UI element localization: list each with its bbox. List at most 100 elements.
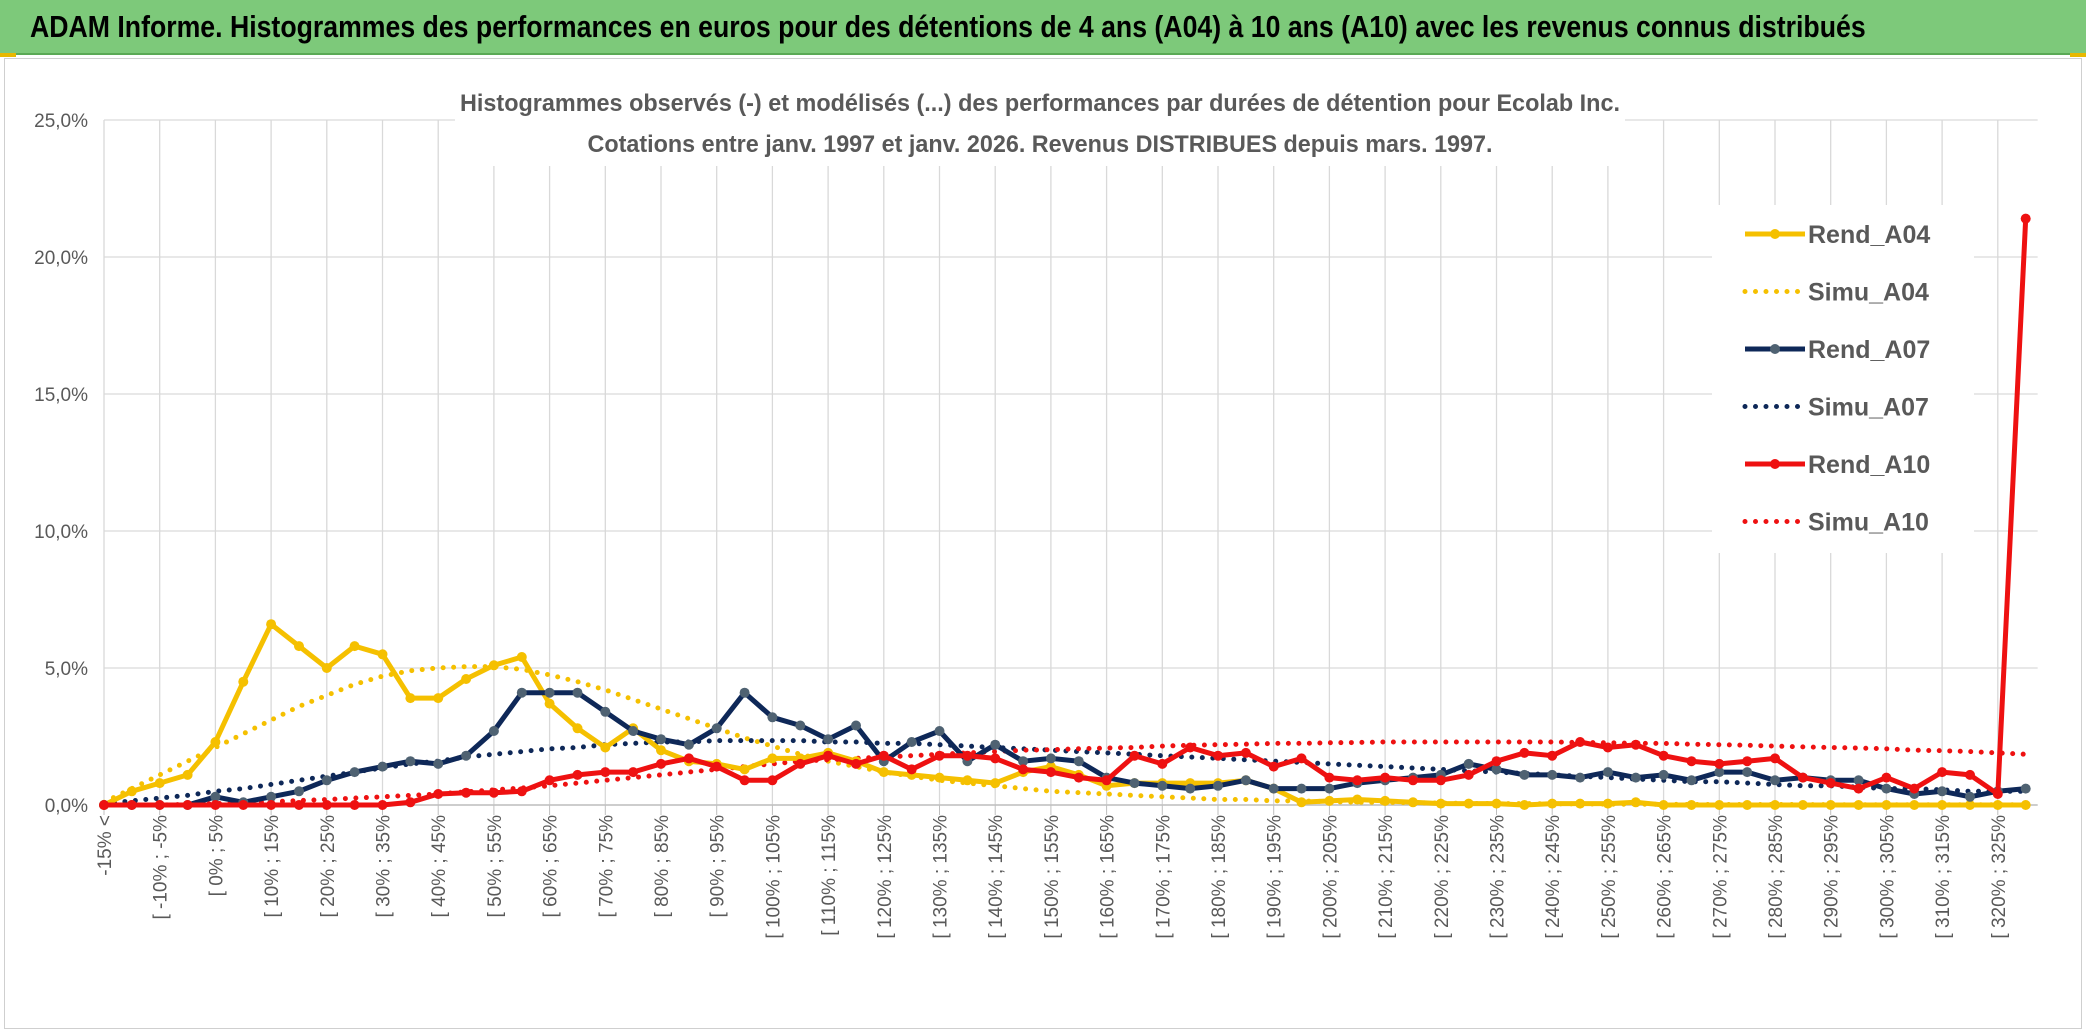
x-tick-label: [ 300% ; 305% [1877,815,1898,939]
marker-rend-a07 [1519,769,1530,780]
marker-rend-a10 [433,789,444,799]
marker-rend-a10 [1491,756,1502,767]
marker-rend-a07 [1018,756,1029,767]
y-tick-label: 25,0% [34,111,88,132]
marker-rend-a10 [1992,789,2003,799]
legend-label-simu-a04: Simu_A04 [1808,279,1929,307]
marker-rend-a04 [1937,800,1948,810]
marker-rend-a10 [182,800,193,810]
marker-rend-a07 [767,712,778,723]
x-tick-label: [ 120% ; 125% [875,815,896,939]
marker-rend-a04 [488,660,499,671]
marker-rend-a07 [266,791,277,802]
marker-rend-a04 [1825,800,1836,810]
marker-rend-a04 [1853,800,1864,810]
marker-rend-a10 [294,800,304,810]
marker-rend-a04 [1770,800,1780,810]
marker-rend-a04 [405,693,416,704]
marker-rend-a04 [1881,800,1892,810]
marker-rend-a10 [1630,739,1641,750]
legend-marker-rend-a04 [1770,229,1780,239]
marker-rend-a07 [1240,775,1251,786]
legend-label-rend-a10: Rend_A10 [1808,451,1930,479]
x-tick-label: [ 280% ; 285% [1766,815,1787,939]
marker-rend-a10 [1547,750,1558,761]
marker-rend-a10 [572,769,583,780]
marker-rend-a07 [1463,758,1474,769]
y-axis: 0,0% 5,0% 10,0% 15,0% 20,0% 25,0% [34,111,88,817]
x-tick-label: [ 20% ; 25% [318,815,339,918]
marker-rend-a10 [1463,769,1474,780]
marker-rend-a07 [934,726,945,736]
legend-label-rend-a04: Rend_A04 [1808,221,1930,249]
marker-rend-a07 [405,756,416,767]
marker-rend-a10 [683,753,694,764]
marker-rend-a10 [1324,772,1335,783]
x-axis: -15% < [ -10% ; -5% [ 0% ; 5% [ 10% ; 15% [ … [95,804,2038,939]
marker-rend-a07 [600,706,611,717]
marker-rend-a10 [1742,756,1753,767]
x-tick-label: [ 180% ; 185% [1209,815,1230,939]
marker-rend-a07 [851,720,861,731]
x-tick-label: [ 110% ; 115% [819,815,840,936]
marker-rend-a10 [1101,775,1112,786]
y-tick-label: 0,0% [45,796,88,817]
series-rend-a04 [102,621,2026,808]
legend-label-rend-a07: Rend_A07 [1808,336,1930,364]
marker-rend-a04 [1714,800,1725,810]
marker-rend-a10 [600,767,611,778]
x-tick-label: [ -10% ; -5% [151,815,172,920]
marker-rend-a04 [210,737,221,747]
marker-rend-a10 [154,800,165,810]
marker-rend-a04 [1491,798,1502,809]
marker-rend-a07 [516,687,527,698]
marker-rend-a07 [683,739,694,750]
legend-label-simu-a07: Simu_A07 [1808,394,1929,422]
y-tick-label: 20,0% [34,248,88,269]
marker-rend-a10 [1714,758,1725,769]
y-tick-label: 10,0% [34,522,88,543]
marker-rend-a10 [739,775,750,786]
marker-rend-a04 [1965,800,1975,810]
marker-rend-a04 [1519,800,1530,810]
marker-rend-a10 [1686,756,1697,767]
x-tick-label: [ 310% ; 315% [1933,815,1954,939]
marker-rend-a07 [1714,767,1725,778]
title-background [455,80,1625,166]
marker-rend-a04 [1686,800,1697,810]
marker-rend-a04 [1575,798,1586,809]
marker-rend-a10 [1770,753,1780,764]
marker-rend-a10 [1073,772,1084,783]
marker-rend-a10 [628,767,639,778]
marker-rend-a04 [1909,800,1920,810]
marker-rend-a07 [294,786,304,797]
marker-rend-a04 [1742,800,1753,810]
marker-rend-a10 [962,750,973,761]
x-tick-label: [ 190% ; 195% [1265,815,1286,939]
x-tick-label: [ 40% ; 45% [429,815,450,918]
x-tick-label: [ 230% ; 235% [1488,815,1509,939]
marker-rend-a04 [1658,800,1669,810]
y-tick-label: 5,0% [45,659,88,680]
marker-rend-a10 [544,775,555,786]
x-tick-label: [ 100% ; 105% [763,815,784,939]
marker-rend-a10 [1045,767,1056,778]
marker-rend-a07 [349,767,360,778]
marker-rend-a10 [823,750,834,761]
x-tick-label: [ 80% ; 85% [652,815,673,918]
marker-rend-a04 [1630,797,1641,808]
marker-rend-a04 [1324,795,1335,806]
marker-rend-a04 [1380,795,1391,806]
marker-rend-a10 [990,753,1001,764]
marker-rend-a04 [266,619,277,630]
marker-rend-a07 [377,761,388,772]
corner-accent [0,53,16,57]
marker-rend-a07 [739,687,750,698]
x-tick-label: [ 60% ; 65% [541,815,562,918]
marker-rend-a07 [1129,778,1140,789]
series-rend-a10 [104,218,2029,808]
marker-rend-a10 [1519,747,1530,758]
chart-title-line2: Cotations entre janv. 1997 et janv. 2026… [588,131,1493,158]
marker-rend-a10 [851,758,861,769]
